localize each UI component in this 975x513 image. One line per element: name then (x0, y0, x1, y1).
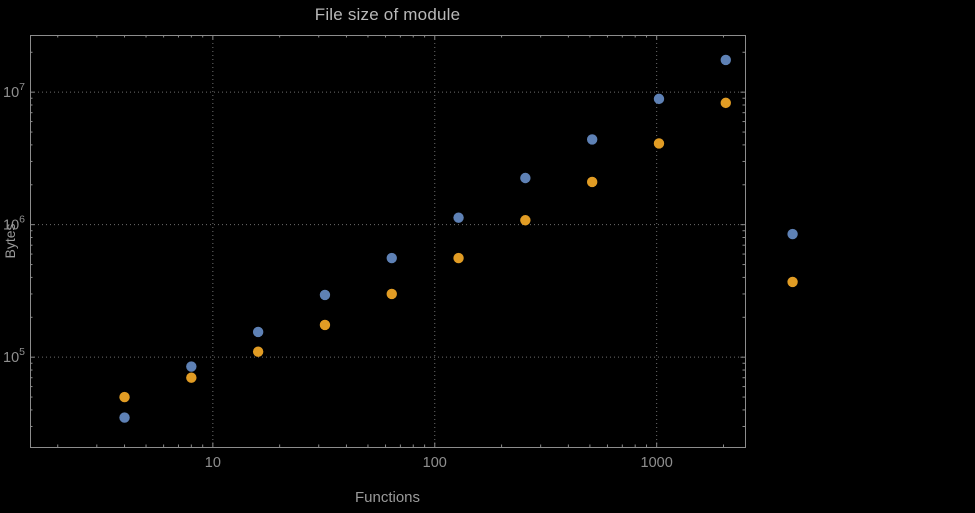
y-tick-label: 106 (3, 214, 25, 234)
data-point-blue (186, 361, 197, 372)
data-point-orange (787, 276, 798, 288)
x-tick-label: 10 (205, 455, 221, 471)
data-point-blue (319, 289, 331, 301)
data-point-orange (453, 252, 464, 264)
x-axis-label: Functions (354, 489, 421, 506)
data-point-orange (720, 97, 731, 109)
data-point-blue (453, 212, 464, 223)
chart-title: File size of module (314, 5, 461, 24)
data-point-blue (586, 134, 598, 145)
x-tick-label: 100 (423, 455, 447, 471)
data-point-blue (119, 412, 130, 423)
data-point-orange (252, 346, 264, 357)
data-point-orange (586, 176, 598, 188)
data-point-blue (787, 228, 798, 240)
plot-frame (30, 35, 746, 448)
data-point-orange (119, 391, 130, 403)
data-point-orange (186, 372, 197, 383)
y-tick-label: 107 (3, 81, 25, 101)
data-point-blue (252, 326, 264, 338)
y-tick-label: 105 (3, 346, 25, 366)
data-point-blue (386, 252, 397, 264)
data-point-blue (720, 54, 731, 66)
y-axis-label: Bytes (2, 223, 18, 259)
x-tick-label: 1000 (641, 455, 673, 471)
data-point-orange (520, 215, 531, 226)
data-point-orange (386, 288, 397, 300)
data-point-blue (520, 172, 531, 184)
data-point-orange (319, 319, 331, 331)
data-point-orange (653, 138, 665, 149)
data-point-blue (653, 93, 665, 105)
